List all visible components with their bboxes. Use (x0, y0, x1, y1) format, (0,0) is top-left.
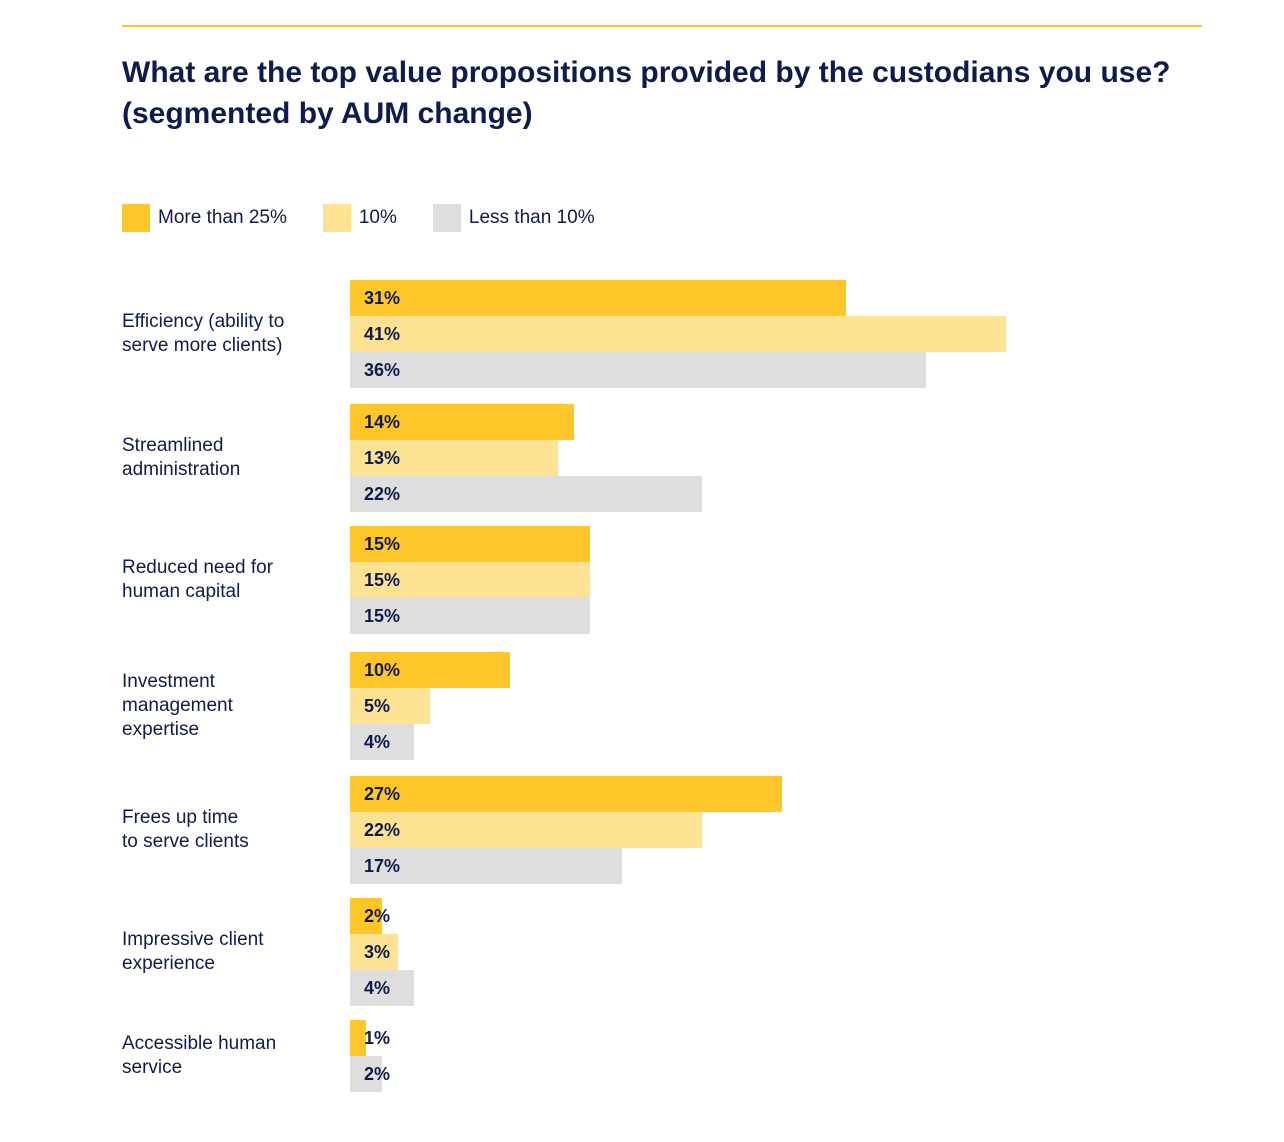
value-label-cat1-series0: 14% (364, 412, 400, 432)
value-label-cat3-series0: 10% (364, 660, 400, 680)
legend: More than 25% 10% Less than 10% (122, 204, 631, 232)
value-label-cat4-series2: 17% (364, 856, 400, 876)
bar-cat1-series2 (350, 476, 702, 512)
bar-cat4-series2 (350, 848, 622, 884)
value-label-cat1-series1: 13% (364, 448, 400, 468)
legend-label-10: 10% (358, 207, 397, 228)
value-label-cat3-series1: 5% (364, 696, 390, 716)
bar-cat5-series2 (350, 970, 414, 1006)
chart-title-line-1: What are the top value propositions prov… (122, 56, 1171, 89)
value-label-cat4-series1: 22% (364, 820, 400, 840)
category-label-1: Streamlined administration (122, 435, 240, 480)
bar-cat0-series2 (350, 352, 926, 388)
bar-cat5-series1 (350, 934, 398, 970)
value-label-cat0-series0: 31% (364, 288, 400, 308)
bar-cat0-series0 (350, 280, 846, 316)
bar-cat2-series2 (350, 598, 590, 634)
category-label-0: Efficiency (ability to serve more clients… (122, 311, 284, 356)
legend-item-less-than-10: Less than 10% (432, 204, 595, 232)
value-label-cat6-series0: 1% (364, 1028, 390, 1048)
legend-item-10: 10% (322, 204, 397, 232)
chart-title: What are the top value propositions prov… (122, 52, 1222, 134)
value-label-cat5-series2: 4% (364, 978, 390, 998)
bar-cat1-series0 (350, 404, 574, 440)
bar-cat1-series1 (350, 440, 558, 476)
legend-label-less-than-10: Less than 10% (468, 207, 595, 228)
value-label-cat6-series2: 2% (364, 1064, 390, 1084)
bar-cat4-series0 (350, 776, 782, 812)
bar-cat2-series0 (350, 526, 590, 562)
legend-label-more-than-25: More than 25% (158, 207, 287, 228)
bar-cat3-series1 (350, 688, 430, 724)
top-accent-rule (122, 25, 1202, 27)
category-label-3: Investment management expertise (122, 671, 234, 740)
category-label-4: Frees up time to serve clients (122, 807, 249, 852)
bar-cat6-series0 (350, 1020, 366, 1056)
value-label-cat2-series2: 15% (364, 606, 400, 626)
legend-swatch-10 (322, 204, 351, 232)
value-label-cat2-series1: 15% (364, 570, 400, 590)
legend-swatch-more-than-25 (122, 204, 150, 232)
bar-cat6-series2 (350, 1056, 382, 1092)
value-label-cat4-series0: 27% (364, 784, 400, 804)
value-label-cat2-series0: 15% (364, 534, 400, 554)
category-label-6: Accessible human service (122, 1033, 276, 1078)
bar-cat3-series2 (350, 724, 414, 760)
value-label-cat0-series1: 41% (364, 324, 400, 344)
chart-title-line-2: (segmented by AUM change) (122, 97, 533, 130)
bar-cat2-series1 (350, 562, 590, 598)
legend-item-more-than-25: More than 25% (122, 204, 287, 232)
bar-cat3-series0 (350, 652, 510, 688)
value-label-cat3-series2: 4% (364, 732, 390, 752)
value-label-cat0-series2: 36% (364, 360, 400, 380)
value-label-cat1-series2: 22% (364, 484, 400, 504)
legend-swatch-less-than-10 (432, 204, 461, 232)
value-label-cat5-series1: 3% (364, 942, 390, 962)
bar-cat5-series0 (350, 898, 382, 934)
value-label-cat5-series0: 2% (364, 906, 390, 926)
bar-cat0-series1 (350, 316, 1006, 352)
bar-cat4-series1 (350, 812, 702, 848)
category-label-5: Impressive client experience (122, 929, 264, 974)
category-label-2: Reduced need for human capital (122, 557, 274, 602)
